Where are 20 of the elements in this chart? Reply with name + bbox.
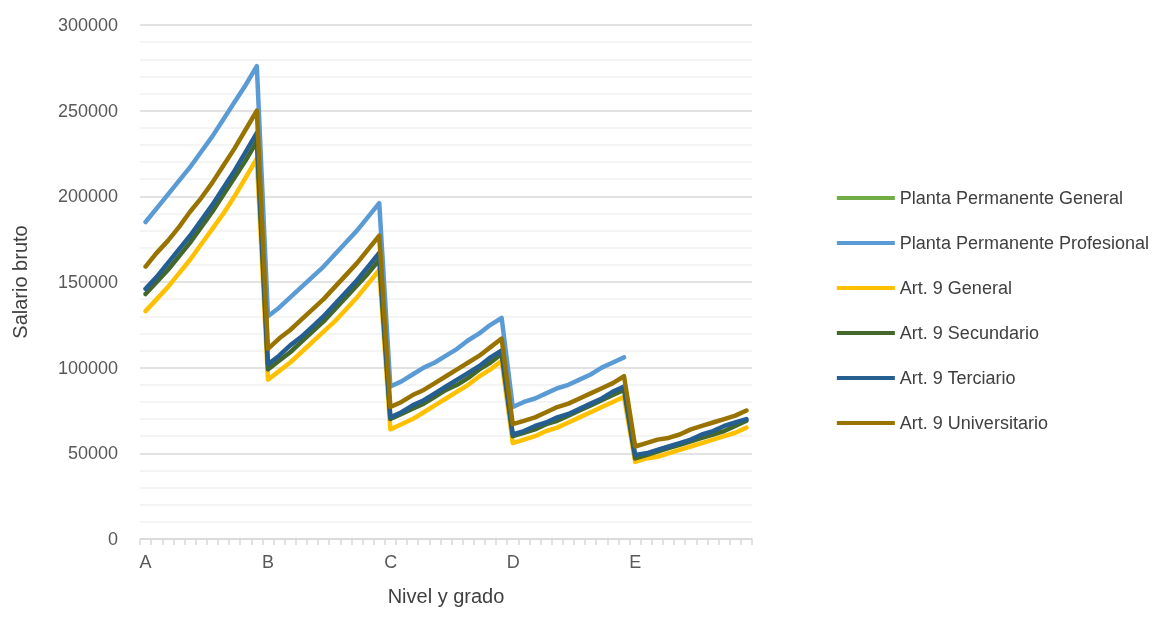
- legend-label: Art. 9 Universitario: [899, 413, 1048, 433]
- legend-label: Planta Permanente General: [899, 188, 1123, 208]
- x-tick-label: D: [506, 552, 520, 572]
- legend-label: Planta Permanente Profesional: [899, 233, 1149, 253]
- y-axis-title: Salario bruto: [9, 225, 31, 339]
- x-tick-label: A: [139, 552, 152, 572]
- x-tick-label: B: [261, 552, 274, 572]
- x-axis-title: Nivel y grado: [387, 585, 505, 607]
- y-tick-label: 0: [107, 529, 118, 549]
- y-tick-label: 250000: [57, 100, 118, 121]
- legend-label: Art. 9 Secundario: [899, 323, 1039, 343]
- y-tick-label: 100000: [57, 357, 118, 378]
- x-tick-label: C: [384, 552, 398, 572]
- x-tick-label: E: [629, 552, 642, 572]
- y-tick-label: 50000: [67, 443, 118, 464]
- legend-label: Art. 9 Terciario: [899, 368, 1016, 388]
- legend-label: Art. 9 General: [899, 278, 1012, 298]
- y-tick-label: 150000: [57, 272, 118, 292]
- y-tick-label: 200000: [57, 186, 118, 207]
- y-tick-label: 300000: [57, 15, 118, 35]
